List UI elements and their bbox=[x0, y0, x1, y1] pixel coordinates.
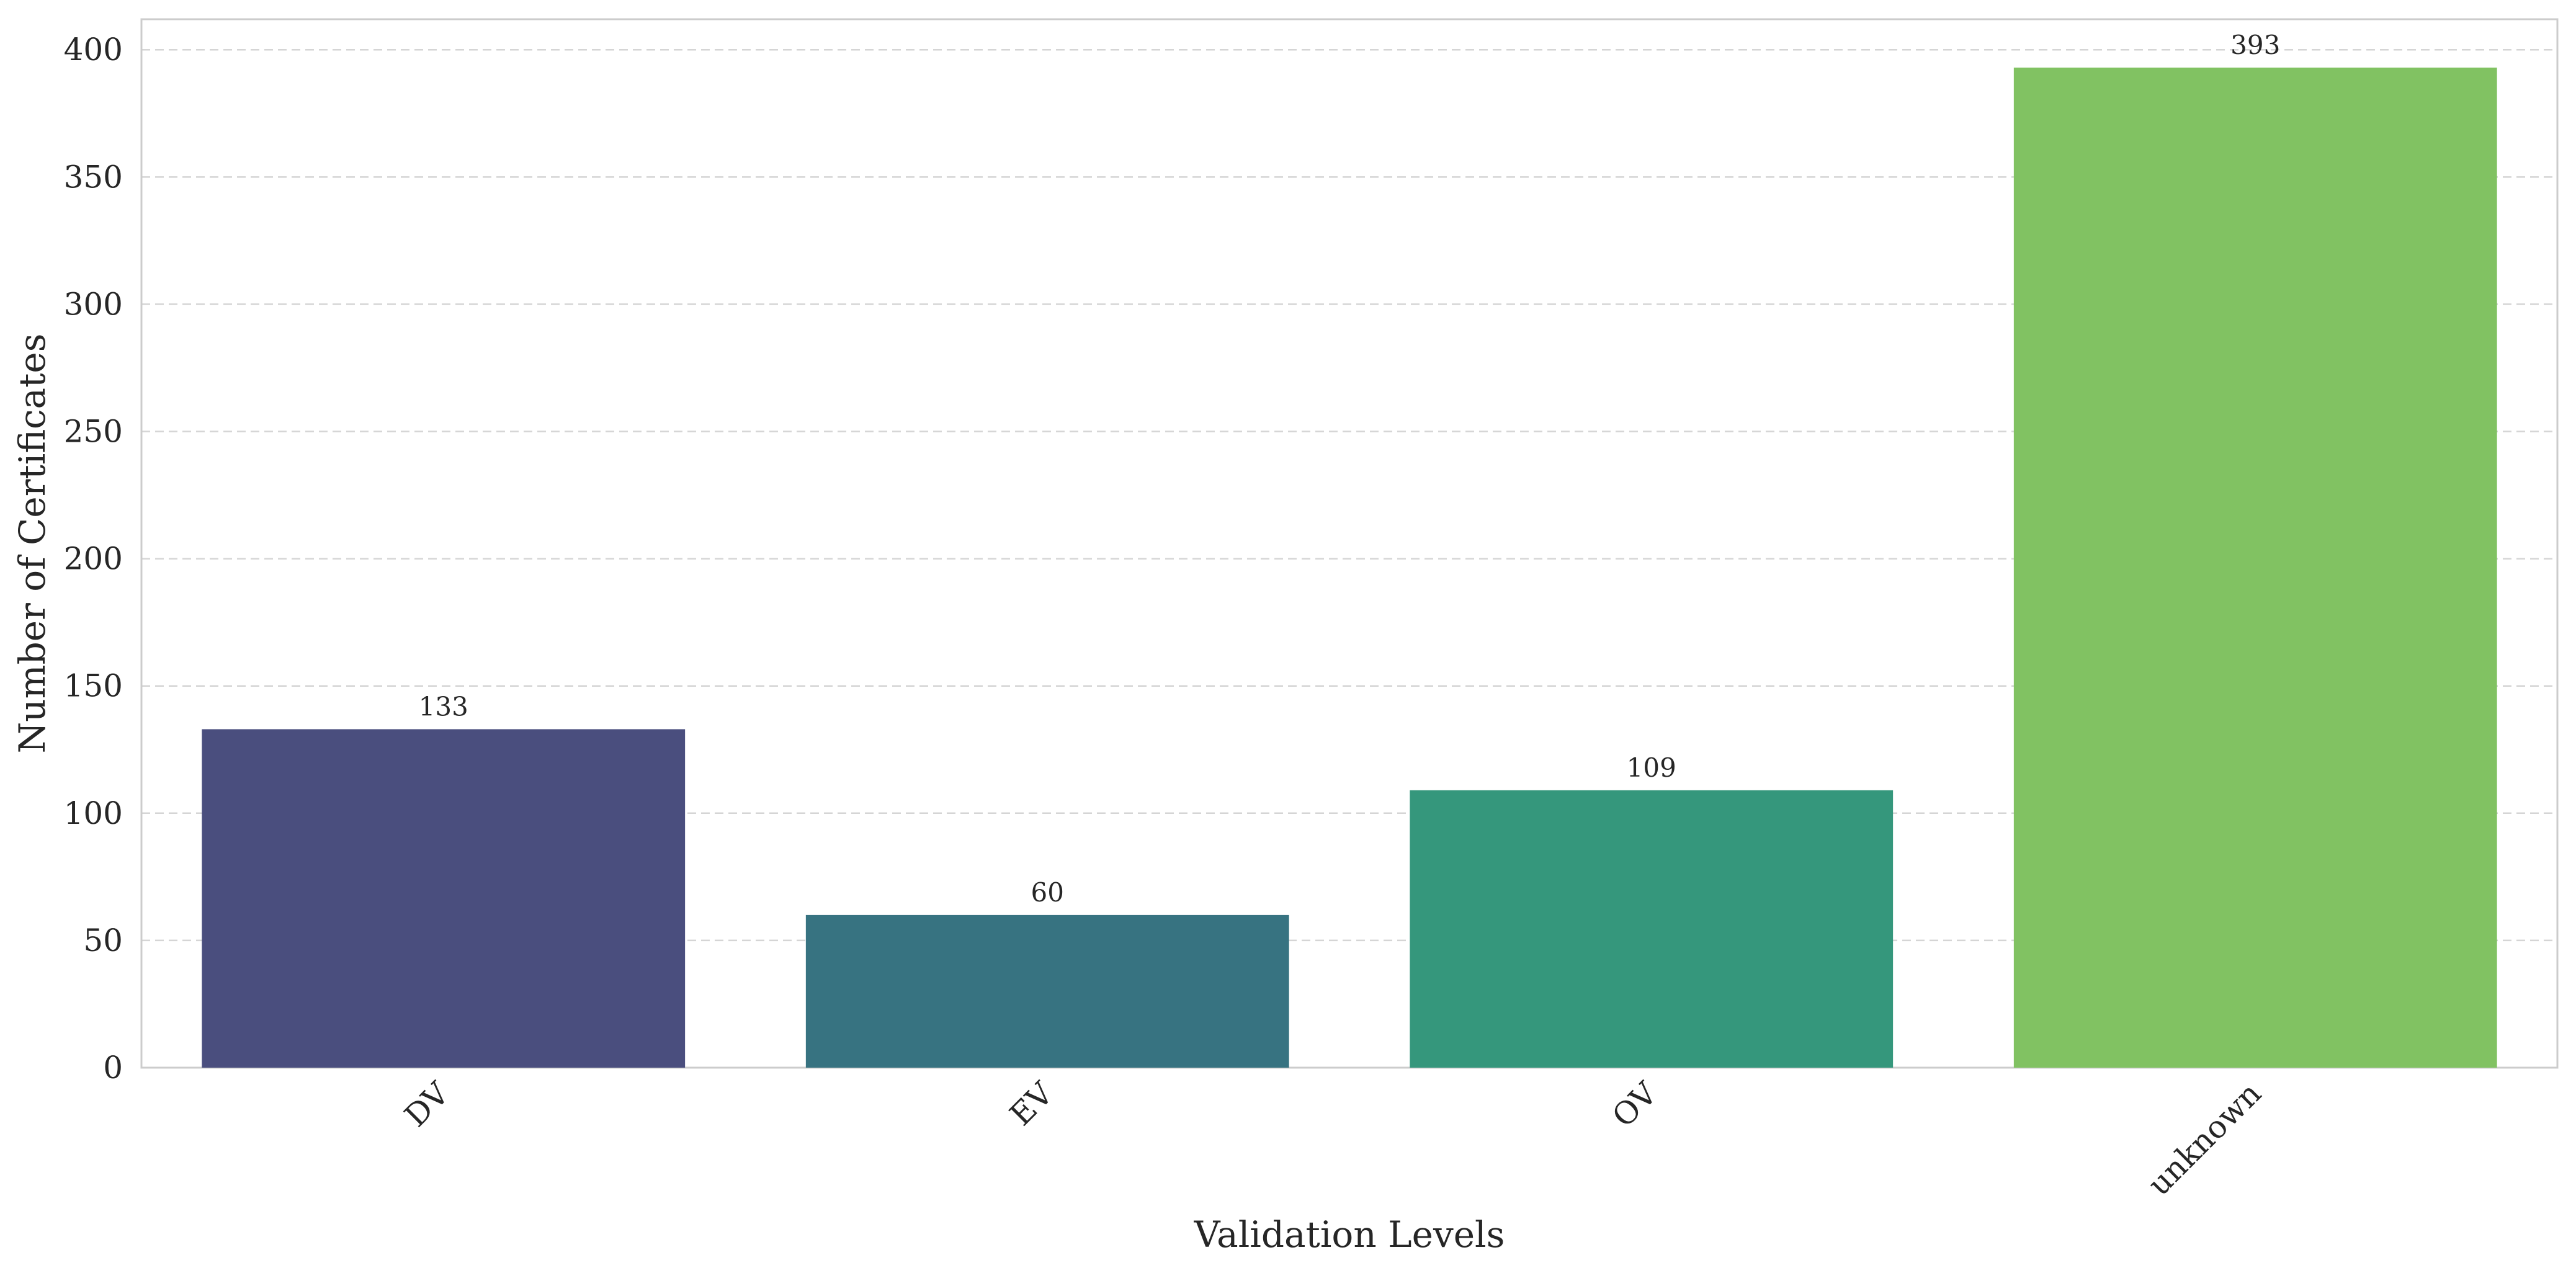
y-tick-label: 150 bbox=[64, 668, 123, 704]
y-tick-label: 200 bbox=[64, 541, 123, 577]
y-tick-label: 100 bbox=[64, 795, 123, 831]
x-tick-label: OV bbox=[1605, 1075, 1665, 1135]
y-tick-label: 400 bbox=[64, 32, 123, 68]
x-axis-label: Validation Levels bbox=[1194, 1213, 1505, 1256]
bars bbox=[202, 67, 2497, 1068]
bar-value-label: 60 bbox=[1031, 877, 1064, 908]
y-tick-label: 350 bbox=[64, 159, 123, 195]
bar-value-labels: 133 60 109 393 bbox=[419, 30, 2281, 908]
bar-unknown bbox=[2013, 67, 2497, 1068]
y-tick-label: 300 bbox=[64, 286, 123, 322]
y-tick-label: 50 bbox=[83, 922, 123, 958]
bar-ov bbox=[1410, 790, 1894, 1068]
y-axis-ticks: 0 50 100 150 200 250 300 350 400 bbox=[64, 32, 123, 1086]
bar-value-label: 133 bbox=[419, 691, 468, 721]
bar-value-label: 393 bbox=[2230, 30, 2280, 60]
bar-dv bbox=[202, 729, 686, 1068]
y-axis-label: Number of Certificates bbox=[11, 334, 53, 754]
x-tick-label: DV bbox=[398, 1075, 457, 1134]
x-tick-label: EV bbox=[1003, 1075, 1060, 1133]
x-tick-label: unknown bbox=[2141, 1075, 2268, 1202]
plot-frame bbox=[140, 18, 2559, 1069]
x-axis-ticks: DV EV OV unknown bbox=[398, 1075, 2268, 1203]
bar-ev bbox=[805, 914, 1289, 1068]
y-tick-label: 250 bbox=[64, 414, 123, 450]
y-tick-label: 0 bbox=[103, 1050, 123, 1086]
bar-value-label: 109 bbox=[1627, 753, 1676, 783]
